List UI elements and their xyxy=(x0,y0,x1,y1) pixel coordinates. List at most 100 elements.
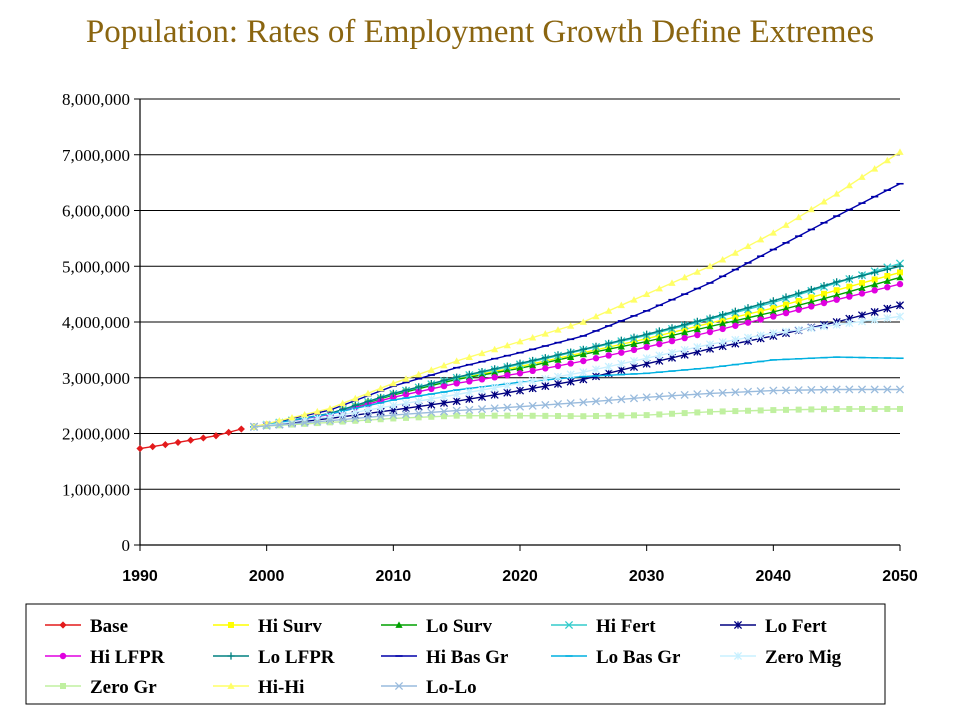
data-point xyxy=(718,388,727,397)
data-point xyxy=(870,315,879,324)
data-point xyxy=(693,343,702,352)
data-point xyxy=(376,412,385,421)
x-tick-label: 2000 xyxy=(249,568,285,585)
data-point xyxy=(149,443,157,451)
data-point xyxy=(897,269,903,276)
data-point xyxy=(60,683,66,689)
data-point xyxy=(327,419,333,426)
data-point xyxy=(478,349,486,357)
data-point xyxy=(871,268,879,277)
data-point xyxy=(199,434,207,442)
data-point xyxy=(643,412,650,419)
data-point xyxy=(503,388,512,397)
data-point xyxy=(769,229,777,236)
data-point xyxy=(719,255,727,263)
data-point xyxy=(693,325,701,333)
data-point xyxy=(668,324,676,332)
data-point xyxy=(325,416,335,425)
data-point xyxy=(477,392,487,401)
data-point xyxy=(377,393,385,401)
data-point xyxy=(643,290,651,298)
data-point xyxy=(478,376,486,383)
y-tick-label: 3,000,000 xyxy=(62,369,130,388)
data-point xyxy=(174,438,182,447)
series-line xyxy=(253,408,900,428)
series-line xyxy=(253,271,901,428)
legend-item: Hi Fert xyxy=(551,616,656,637)
x-tick-label: 2030 xyxy=(629,568,665,585)
data-point xyxy=(287,419,297,428)
data-point xyxy=(491,374,498,381)
data-point xyxy=(161,441,169,449)
data-point xyxy=(604,362,613,371)
data-point xyxy=(820,294,828,302)
data-point xyxy=(566,377,575,386)
data-point xyxy=(807,324,816,333)
legend-item: Hi LFPR xyxy=(45,647,165,668)
data-point xyxy=(227,652,235,660)
legend-label: Hi Fert xyxy=(596,616,656,637)
legend-item: Hi Surv xyxy=(213,616,322,637)
data-point xyxy=(541,374,550,383)
data-point xyxy=(503,403,512,412)
data-point xyxy=(745,407,751,414)
data-point xyxy=(504,412,511,419)
data-point xyxy=(503,366,511,374)
data-point xyxy=(895,301,905,310)
data-point xyxy=(555,412,561,419)
data-point xyxy=(871,165,879,172)
data-point xyxy=(705,389,715,398)
data-point xyxy=(427,366,435,373)
legend-item: Lo LFPR xyxy=(213,647,335,668)
data-point xyxy=(228,622,234,628)
data-point xyxy=(542,412,549,419)
series-hi-fert xyxy=(249,259,905,431)
data-point xyxy=(896,273,904,281)
data-point xyxy=(819,385,829,394)
data-point xyxy=(516,370,524,377)
data-point xyxy=(694,331,701,339)
data-point xyxy=(706,314,714,322)
data-point xyxy=(516,364,524,372)
data-point xyxy=(541,382,550,391)
data-point xyxy=(390,394,397,401)
data-point xyxy=(694,409,701,416)
data-point xyxy=(845,288,853,295)
data-point xyxy=(351,394,359,402)
legend-label: Zero Mig xyxy=(765,647,842,668)
data-point xyxy=(452,390,461,399)
x-tick-label: 2040 xyxy=(756,568,792,585)
data-point xyxy=(363,406,373,415)
y-tick-label: 6,000,000 xyxy=(62,202,130,221)
data-point xyxy=(313,417,322,426)
legend-label: Hi Surv xyxy=(258,616,322,637)
data-point xyxy=(719,311,727,319)
series-hi-surv xyxy=(251,269,903,430)
data-point xyxy=(275,420,284,429)
data-point xyxy=(833,278,841,286)
y-axis-ticks: 0 1,000,000 2,000,000 3,000,000 4,000,000 5,0… xyxy=(62,90,130,555)
data-point xyxy=(883,314,892,323)
data-point xyxy=(439,407,449,416)
data-point xyxy=(313,407,321,415)
data-point xyxy=(794,386,803,395)
data-point xyxy=(808,294,815,301)
data-point xyxy=(617,395,626,404)
legend-label: Base xyxy=(90,616,128,637)
data-point xyxy=(59,652,67,660)
data-point xyxy=(858,284,866,291)
data-point xyxy=(668,279,676,286)
data-point xyxy=(389,411,398,420)
legend-item: Zero Gr xyxy=(45,677,157,698)
data-point xyxy=(870,385,879,394)
data-point xyxy=(339,418,346,425)
data-point xyxy=(504,372,511,379)
legend-label: Zero Gr xyxy=(90,677,157,698)
legend-item: Lo Fert xyxy=(720,616,827,637)
data-point xyxy=(427,408,436,417)
data-point xyxy=(782,305,790,312)
data-point xyxy=(617,336,625,344)
data-point xyxy=(642,393,651,402)
data-point xyxy=(808,406,815,413)
data-point xyxy=(643,330,651,338)
